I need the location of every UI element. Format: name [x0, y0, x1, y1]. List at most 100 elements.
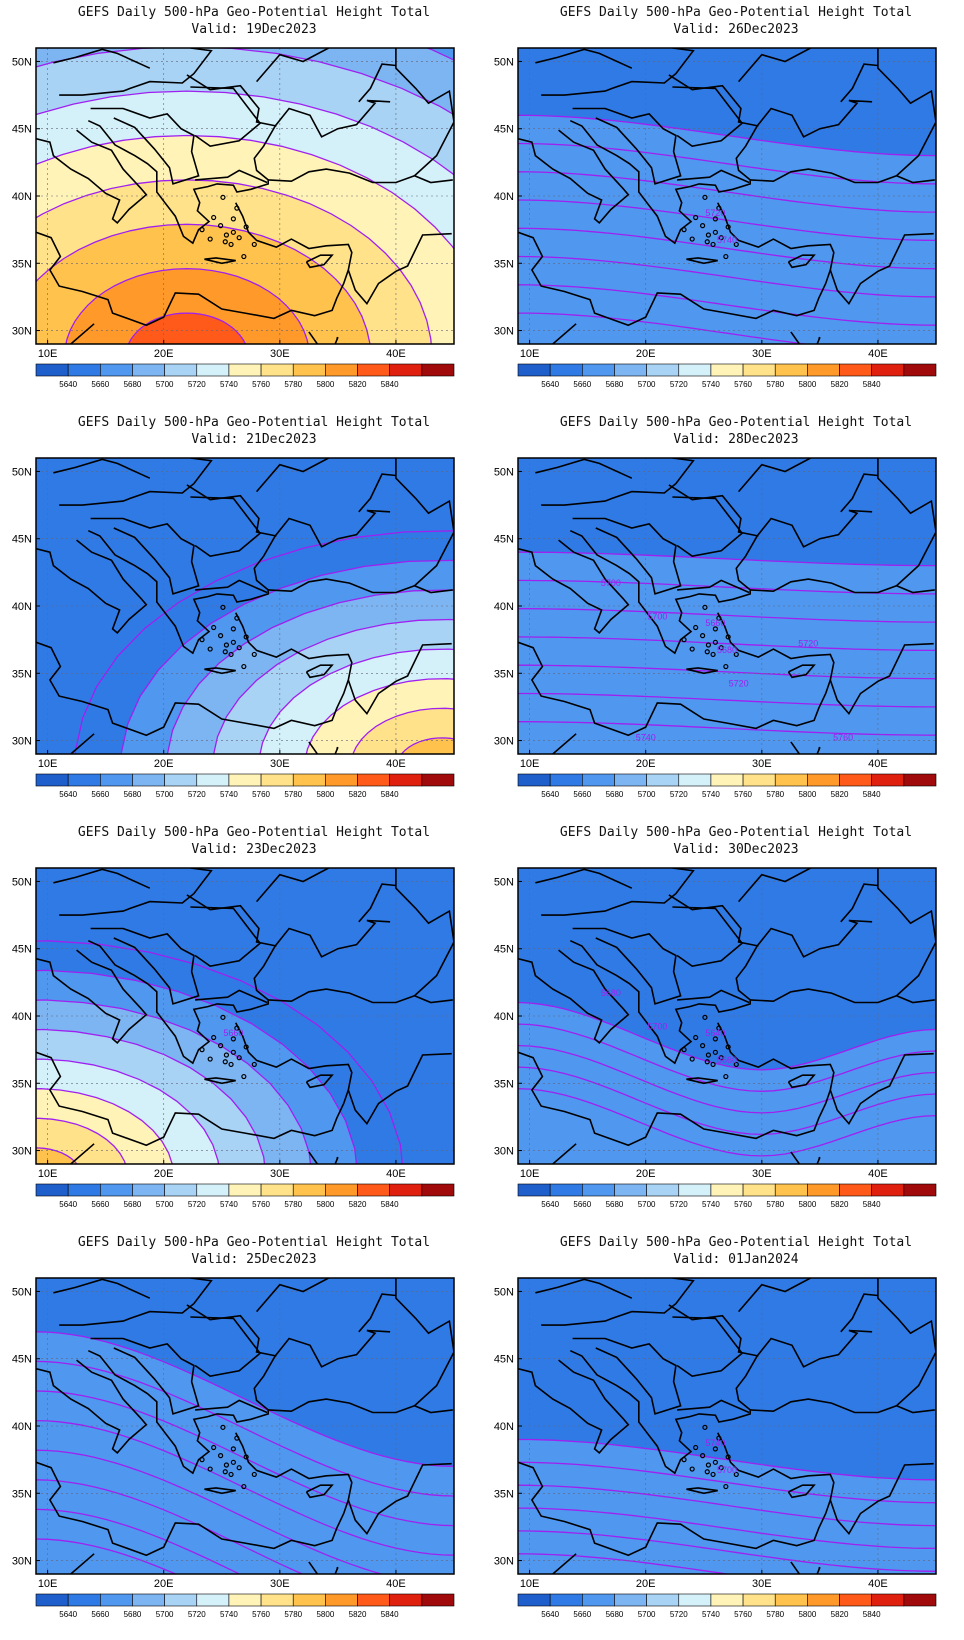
island — [733, 1061, 739, 1068]
island — [725, 1044, 731, 1050]
coastline — [569, 1329, 873, 1475]
coastline — [569, 509, 873, 655]
island — [230, 1036, 236, 1042]
panel-title: GEFS Daily 500-hPa Geo-Potential Height … — [559, 5, 913, 20]
colorbar-label: 5680 — [124, 1200, 142, 1209]
coastline — [840, 883, 878, 923]
colorbar-swatch — [774, 363, 808, 377]
island — [207, 1056, 213, 1062]
panel-title: GEFS Daily 500-hPa Geo-Potential Height … — [77, 415, 431, 430]
coastline — [877, 48, 936, 184]
colorbar-swatch — [196, 363, 230, 377]
island — [710, 241, 716, 248]
coastline — [541, 458, 695, 506]
coastline — [90, 107, 200, 185]
island — [705, 1462, 712, 1468]
colorbar-swatch — [67, 1593, 101, 1607]
island — [199, 1457, 205, 1463]
coastline — [268, 988, 415, 1004]
colorbar-swatch — [260, 1593, 294, 1607]
colorbar-label: 5820 — [831, 1200, 849, 1209]
colorbar-swatch — [357, 1183, 390, 1197]
island — [211, 1444, 217, 1451]
island — [710, 1061, 716, 1068]
contour-line — [518, 692, 936, 708]
coastline — [305, 1484, 334, 1499]
longitude-label: 30E — [752, 1578, 772, 1590]
colorbar-swatch — [807, 773, 840, 787]
coastline — [672, 906, 744, 968]
colorbar-swatch — [710, 1183, 744, 1197]
contour-label: 5660 — [717, 1055, 737, 1065]
longitude-label: 20E — [154, 348, 174, 360]
contour-label: 5660 — [705, 618, 725, 628]
island — [236, 1055, 242, 1061]
latitude-label: 30N — [12, 1556, 32, 1568]
island — [712, 1459, 718, 1465]
colorbar-label: 5680 — [606, 1610, 624, 1619]
colorbar-label: 5840 — [863, 790, 881, 799]
geopotential-map: 5740 5700 50N 45N 40N 35N 30N 10E 20E 30E 40E 5640 5… — [494, 1277, 937, 1619]
coastline — [53, 1278, 151, 1299]
island — [702, 194, 708, 200]
colorbar-swatch — [389, 1593, 423, 1607]
colorbar-label: 5720 — [670, 790, 688, 799]
height-band — [36, 1147, 77, 1164]
coastline — [535, 868, 633, 889]
contour-line — [518, 284, 936, 326]
coastline — [204, 667, 236, 675]
coastline — [358, 883, 396, 923]
latitude-label: 35N — [494, 1488, 514, 1500]
map-panel: GEFS Daily 500-hPa Geo-Potential Height … — [0, 1230, 482, 1640]
island — [693, 1444, 699, 1451]
contour-line — [36, 1449, 384, 1574]
coastline — [36, 539, 148, 635]
contour-line — [518, 721, 936, 736]
colorbar-label: 5800 — [316, 1610, 334, 1619]
colorbar-swatch — [678, 1183, 712, 1197]
coastline — [87, 509, 391, 655]
colorbar-label: 5760 — [734, 1200, 752, 1209]
latitude-label: 45N — [494, 944, 514, 956]
colorbar-swatch — [839, 1183, 872, 1197]
colorbar-label: 5780 — [766, 380, 784, 389]
colorbar-label: 5760 — [734, 1610, 752, 1619]
panel-valid-date: Valid: 30Dec2023 — [673, 842, 799, 857]
longitude-label: 40E — [386, 1578, 406, 1590]
colorbar-swatch — [871, 1183, 905, 1197]
island — [705, 232, 712, 238]
colorbar-swatch — [871, 1593, 905, 1607]
colorbar-swatch — [164, 1593, 198, 1607]
longitude-label: 30E — [752, 348, 772, 360]
coastline — [572, 517, 682, 595]
longitude-label: 10E — [520, 1578, 540, 1590]
colorbar-label: 5680 — [606, 1200, 624, 1209]
longitude-label: 20E — [636, 758, 656, 770]
colorbar-swatch — [517, 363, 551, 377]
colorbar-label: 5700 — [638, 380, 656, 389]
colorbar-label: 5780 — [284, 790, 302, 799]
contour-label: 5720 — [798, 638, 818, 648]
coastline — [535, 1278, 633, 1299]
colorbar-label: 5780 — [284, 1610, 302, 1619]
island — [710, 1471, 716, 1478]
coastline — [840, 1293, 878, 1333]
colorbar-label: 5840 — [863, 380, 881, 389]
map-panel: GEFS Daily 500-hPa Geo-Potential Height … — [0, 0, 482, 410]
island — [712, 216, 718, 222]
colorbar-swatch — [614, 773, 647, 787]
island — [220, 1424, 226, 1430]
colorbar-swatch — [67, 773, 101, 787]
colorbar-swatch — [582, 773, 615, 787]
coastline — [204, 257, 236, 265]
longitude-label: 40E — [386, 348, 406, 360]
island — [223, 232, 230, 238]
island — [218, 1453, 224, 1459]
contour-line — [36, 1331, 454, 1468]
island — [712, 1049, 718, 1055]
panel-valid-date: Valid: 21Dec2023 — [191, 432, 317, 447]
coastline — [190, 86, 262, 148]
island — [230, 639, 236, 645]
contour-label: 5720 — [729, 679, 749, 689]
contour-line — [36, 1117, 127, 1164]
